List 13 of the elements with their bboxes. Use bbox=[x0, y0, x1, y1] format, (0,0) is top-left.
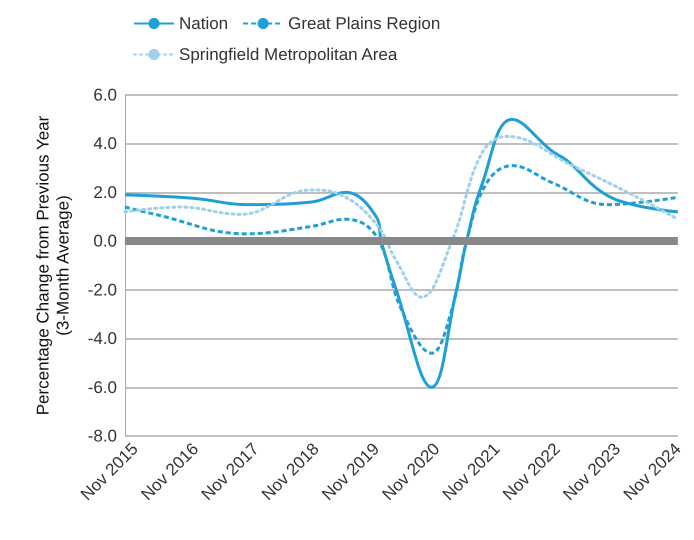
y-tick-label: -6.0 bbox=[88, 378, 117, 397]
y-tick-label: 4.0 bbox=[93, 134, 117, 154]
y-tick-label: -4.0 bbox=[88, 329, 117, 348]
legend-label: Springfield Metropolitan Area bbox=[179, 45, 398, 64]
line-series bbox=[124, 118, 680, 389]
y-tick-label: 6.0 bbox=[93, 86, 117, 104]
legend-label: Great Plains Region bbox=[288, 14, 440, 33]
legend-label: Nation bbox=[179, 14, 228, 33]
y-tick-label: -8.0 bbox=[88, 426, 117, 446]
y-tick-label: 2.0 bbox=[93, 182, 117, 202]
y-tick-label: 0.0 bbox=[93, 232, 117, 251]
y-tick-label: -2.0 bbox=[88, 280, 117, 300]
y-axis-title: Percentage Change from Previous Year (3-Month Average) bbox=[34, 115, 72, 416]
